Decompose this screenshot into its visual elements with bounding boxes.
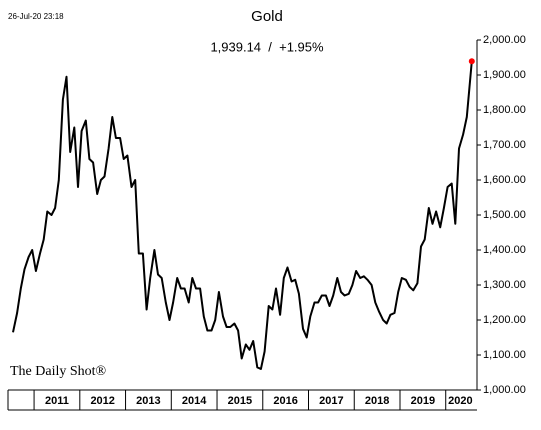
- y-tick-label: 1,100.00: [483, 349, 526, 361]
- y-tick-label: 1,900.00: [483, 69, 526, 81]
- source: The Daily Shot®: [10, 364, 107, 379]
- chart-subtitle: 1,939.14 / +1.95%: [210, 39, 324, 54]
- y-tick-label: 1,400.00: [483, 244, 526, 256]
- y-tick-label: 2,000.00: [483, 34, 526, 46]
- x-tick-label: 2014: [182, 395, 207, 407]
- y-tick-label: 1,800.00: [483, 104, 526, 116]
- x-tick-label: 2017: [319, 395, 343, 407]
- last-point: [468, 58, 475, 65]
- x-tick-label: 2016: [273, 395, 297, 407]
- chart-title: Gold: [251, 8, 283, 25]
- y-tick-label: 1,700.00: [483, 139, 526, 151]
- x-tick-label: 2019: [411, 395, 435, 407]
- y-tick-label: 1,000.00: [483, 384, 526, 396]
- x-tick-label: 2015: [228, 395, 252, 407]
- x-tick-label: 2012: [90, 395, 114, 407]
- x-tick-label: 2011: [45, 395, 69, 407]
- x-tick-label: 2018: [365, 395, 389, 407]
- y-tick-label: 1,300.00: [483, 279, 526, 291]
- date-annotation: 26-Jul-20 23:18: [8, 12, 64, 21]
- y-tick-label: 1,500.00: [483, 209, 526, 221]
- x-tick-label: 2013: [136, 395, 160, 407]
- price-line: [12, 61, 473, 370]
- y-tick-label: 1,200.00: [483, 314, 526, 326]
- y-tick-label: 1,600.00: [483, 174, 526, 186]
- x-tick-label: 2020: [448, 395, 472, 407]
